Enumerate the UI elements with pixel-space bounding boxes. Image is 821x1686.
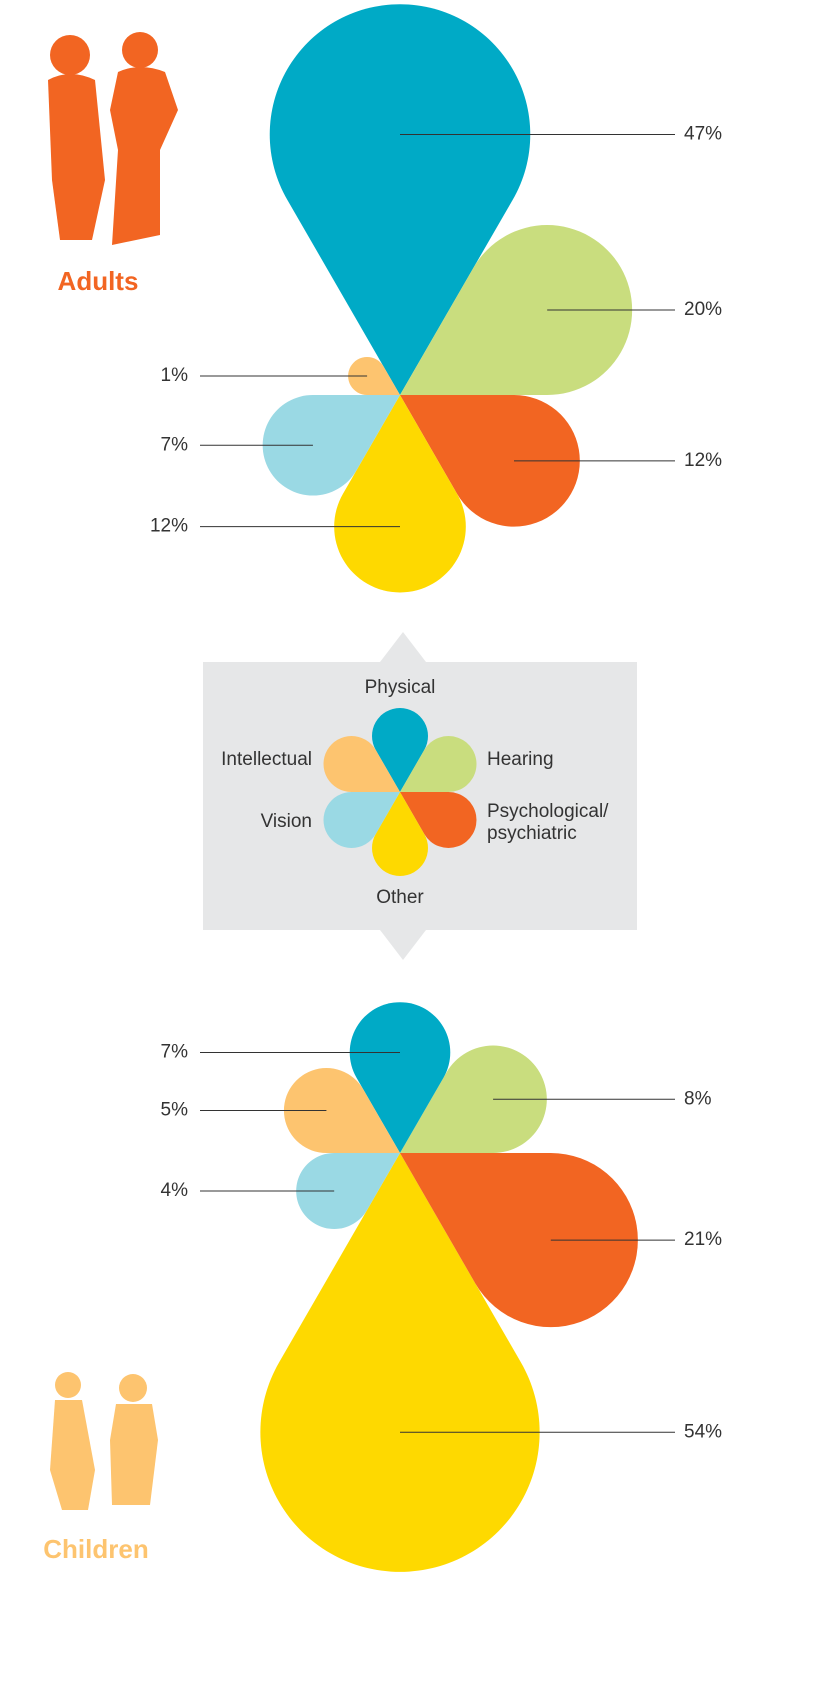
petal [400,1045,547,1153]
legend-label-line: psychiatric [487,823,577,844]
value-label: 12% [150,516,188,537]
legend-label: Physical [365,677,436,698]
legend-petal [372,792,428,876]
value-label: 47% [684,124,722,145]
petal [400,1153,638,1328]
value-label: 54% [684,1421,722,1442]
value-label: 8% [684,1088,712,1109]
legend-label: Psychological/psychiatric [487,801,609,844]
petal [269,4,531,395]
legend-label: Other [376,887,424,908]
adults-title: Adults [58,266,139,296]
legend-petal [323,792,400,848]
petal [283,1068,400,1153]
legend-label: Hearing [487,749,554,770]
value-label: 7% [161,1041,189,1062]
petal [400,225,633,395]
petal [296,1153,400,1229]
children-icon [50,1372,158,1510]
petal [349,1002,451,1153]
petal [400,394,580,527]
value-label: 4% [161,1180,189,1201]
legend-petal [323,735,400,792]
legend-petal [400,736,477,792]
legend-petal [372,708,428,792]
value-label: 5% [161,1100,189,1121]
petal [262,394,400,496]
legend: Physical Hearing Psychological/psychiatric… [221,677,609,908]
adults-icon [48,32,178,245]
legend-petal [400,792,477,849]
value-label: 12% [684,450,722,471]
legend-label: Intellectual [221,749,312,770]
legend-label: Vision [261,811,312,832]
value-label: 7% [161,434,189,455]
petal [260,1153,540,1572]
value-label: 20% [684,299,722,320]
petal [334,395,466,593]
value-label: 21% [684,1229,722,1250]
value-label: 1% [161,365,189,386]
legend-label-line: Psychological/ [487,801,609,822]
petal [348,357,400,395]
children-title: Children [43,1534,148,1564]
